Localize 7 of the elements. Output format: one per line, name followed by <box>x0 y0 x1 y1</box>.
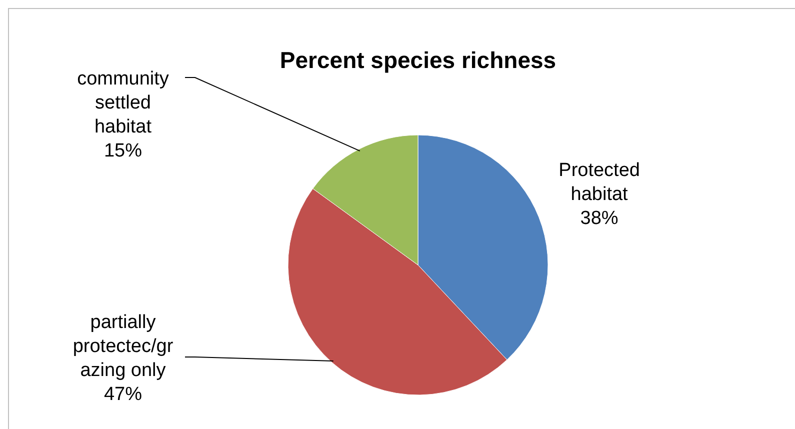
slice-label: community settled habitat <box>77 68 170 138</box>
data-label: 47% <box>104 384 142 405</box>
slice-label: partially protectec/grazing only <box>72 312 174 381</box>
data-label: 15% <box>104 140 142 162</box>
slice-label: Protected habitat <box>558 160 640 206</box>
chart-title: Percent species richness <box>280 47 556 73</box>
data-label: 38% <box>580 208 618 230</box>
